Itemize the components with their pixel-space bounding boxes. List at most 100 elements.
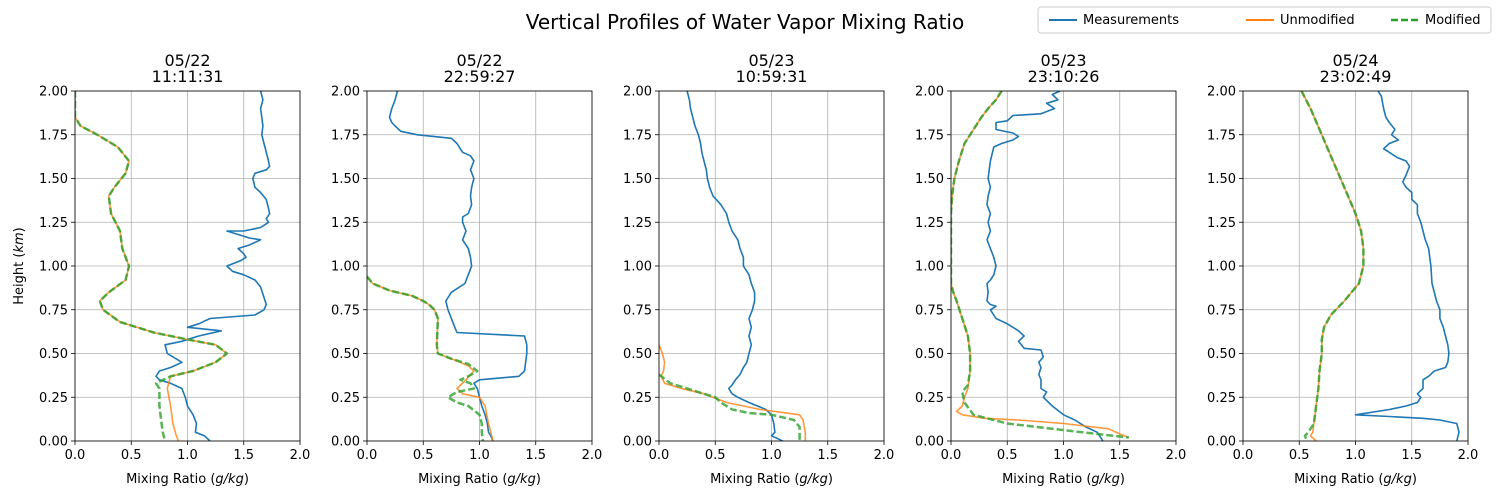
- y-tick-label: 1.25: [915, 216, 944, 231]
- panel-3: 05/23 10:59:31 0.0 0.5 1.0 1.5 2.0 0.00 0.25 0.50…: [623, 51, 894, 487]
- x-tick-label: 1.5: [1109, 448, 1130, 463]
- y-tick-label: 2.00: [623, 85, 652, 100]
- panel-title-time: 11:11:31: [152, 67, 224, 86]
- y-tick-label: 1.50: [331, 172, 360, 187]
- x-axis-label: Mixing Ratio (g/kg): [418, 472, 541, 487]
- legend-label-modified: Modified: [1425, 13, 1480, 28]
- y-tick-label: 1.25: [331, 216, 360, 231]
- x-axis-label: Mixing Ratio (g/kg): [126, 472, 249, 487]
- x-axis-label: Mixing Ratio (g/kg): [1002, 472, 1125, 487]
- x-tick-label: 0.5: [413, 448, 434, 463]
- y-tick-label: 1.00: [1207, 260, 1236, 275]
- y-tick-label: 0.50: [623, 347, 652, 362]
- axes-frame: [366, 90, 593, 442]
- x-tick-label: 0.0: [941, 448, 962, 463]
- y-tick-label: 1.00: [39, 260, 68, 275]
- series-line-measurements: [686, 91, 784, 441]
- y-tick-label: 0.00: [915, 435, 944, 450]
- x-tick-label: 1.5: [1401, 448, 1422, 463]
- y-tick-label: 1.00: [623, 260, 652, 275]
- series-line-modified: [951, 91, 1129, 439]
- series-line-measurements: [986, 91, 1104, 441]
- x-axis-label: Mixing Ratio (g/kg): [1294, 472, 1417, 487]
- x-tick-label: 1.0: [1053, 448, 1074, 463]
- series-line-measurements: [1354, 91, 1460, 441]
- panel-title-time: 22:59:27: [444, 67, 516, 86]
- x-tick-label: 1.0: [469, 448, 490, 463]
- y-tick-label: 2.00: [39, 85, 68, 100]
- axes-frame: [658, 90, 885, 442]
- x-tick-label: 1.0: [1345, 448, 1366, 463]
- y-tick-label: 0.50: [39, 347, 68, 362]
- series-line-unmodified: [367, 276, 494, 441]
- y-tick-label: 0.75: [1207, 303, 1236, 318]
- x-tick-label: 0.5: [997, 448, 1018, 463]
- x-tick-label: 0.5: [705, 448, 726, 463]
- x-tick-label: 2.0: [874, 448, 895, 463]
- panels: 05/22 11:11:310.0 0.5 1.0 1.5 2.00.000.250.50…: [12, 51, 1478, 487]
- panel-title: 05/22 11:11:31: [152, 51, 224, 86]
- y-tick-label: 0.00: [623, 435, 652, 450]
- x-tick-label: 1.0: [177, 448, 198, 463]
- x-tick-label: 0.0: [357, 448, 378, 463]
- x-tick-label: 0.0: [65, 448, 86, 463]
- x-tick-label: 0.5: [1289, 448, 1310, 463]
- y-axis-label: Height (km): [12, 227, 27, 304]
- y-tick-label: 0.25: [331, 391, 360, 406]
- x-tick-label: 0.0: [649, 448, 670, 463]
- y-tick-label: 2.00: [1207, 85, 1236, 100]
- x-tick-label: 2.0: [1458, 448, 1479, 463]
- axes-frame: [1242, 90, 1469, 442]
- panel-title-date: 05/22: [456, 51, 502, 70]
- y-tick-label: 1.75: [1207, 128, 1236, 143]
- y-tick-label: 1.00: [331, 260, 360, 275]
- figure-title: Vertical Profiles of Water Vapor Mixing …: [526, 10, 964, 34]
- axes-frame: [74, 90, 301, 442]
- panel-title-date: 05/23: [748, 51, 794, 70]
- y-tick-label: 2.00: [331, 85, 360, 100]
- y-tick-label: 0.25: [1207, 391, 1236, 406]
- x-tick-label: 0.5: [121, 448, 142, 463]
- y-tick-label: 1.25: [39, 216, 68, 231]
- x-tick-label: 2.0: [290, 448, 311, 463]
- y-tick-label: 0.00: [39, 435, 68, 450]
- panel-title-time: 10:59:31: [736, 67, 808, 86]
- y-tick-label: 0.25: [623, 391, 652, 406]
- y-tick-label: 2.00: [915, 85, 944, 100]
- panel-title-date: 05/23: [1040, 51, 1086, 70]
- y-tick-label: 1.75: [39, 128, 68, 143]
- series-line-measurements: [155, 91, 271, 441]
- panel-title: 05/22 22:59:27: [444, 51, 516, 86]
- y-tick-label: 1.00: [915, 260, 944, 275]
- y-tick-label: 1.25: [1207, 216, 1236, 231]
- y-tick-label: 1.50: [623, 172, 652, 187]
- panel-title-time: 23:10:26: [1028, 67, 1100, 86]
- y-tick-label: 1.75: [915, 128, 944, 143]
- x-tick-label: 2.0: [1166, 448, 1187, 463]
- y-tick-label: 0.75: [915, 303, 944, 318]
- panel-title: 05/23 10:59:31: [736, 51, 808, 86]
- series-line-modified: [1300, 91, 1365, 441]
- panel-4: 05/23 23:10:26 0.0 0.5 1.0 1.5 2.0 0.00 0.25 0.50…: [915, 51, 1186, 487]
- axes-frame: [950, 90, 1177, 442]
- panel-2: 05/22 22:59:27 0.0 0.5 1.0 1.5 2.0 0.00 0.25 0.50…: [331, 51, 602, 487]
- y-tick-label: 0.00: [331, 435, 360, 450]
- y-tick-label: 0.75: [39, 303, 68, 318]
- y-tick-label: 1.25: [623, 216, 652, 231]
- series-line-modified: [75, 91, 229, 441]
- series-line-modified: [659, 373, 801, 441]
- x-tick-label: 0.0: [1233, 448, 1254, 463]
- y-tick-label: 1.50: [1207, 172, 1236, 187]
- y-tick-label: 1.50: [39, 172, 68, 187]
- y-tick-label: 1.75: [623, 128, 652, 143]
- series-line-unmodified: [659, 344, 807, 441]
- legend-label-unmodified: Unmodified: [1280, 13, 1355, 28]
- y-tick-label: 0.25: [915, 391, 944, 406]
- series-line-modified: [367, 275, 485, 441]
- y-tick-label: 0.00: [1207, 435, 1236, 450]
- legend-label-measurements: Measurements: [1083, 13, 1179, 28]
- panel-title: 05/24 23:02:49: [1320, 51, 1392, 86]
- x-tick-label: 1.0: [761, 448, 782, 463]
- x-tick-label: 1.5: [525, 448, 546, 463]
